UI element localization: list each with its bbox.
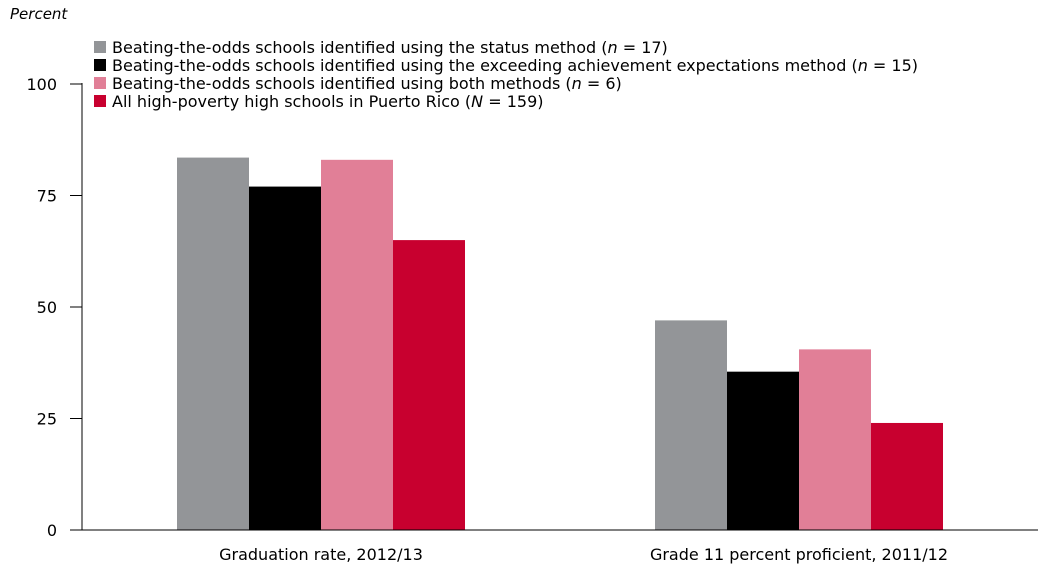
bars	[177, 157, 943, 530]
y-tick-label: 50	[37, 298, 57, 317]
bar	[799, 349, 871, 530]
bar	[727, 371, 799, 530]
x-tick-label: Graduation rate, 2012/13	[219, 545, 423, 564]
x-axis: Graduation rate, 2012/13 Grade 11 percent…	[82, 529, 1038, 564]
legend-label: All high-poverty high schools in Puerto …	[112, 92, 543, 111]
legend-label: Beating-the-odds schools identified usin…	[112, 74, 622, 93]
bar	[321, 159, 393, 530]
legend: Beating-the-odds schools identified usin…	[94, 38, 918, 111]
legend-swatch	[94, 41, 106, 53]
legend-swatch	[94, 95, 106, 107]
legend-swatch	[94, 77, 106, 89]
bar	[655, 320, 727, 530]
legend-item: All high-poverty high schools in Puerto …	[94, 92, 543, 111]
y-tick-label: 100	[26, 75, 57, 94]
y-tick-label: 75	[37, 187, 57, 206]
y-axis-label: Percent	[10, 5, 68, 23]
legend-item: Beating-the-odds schools identified usin…	[94, 38, 668, 57]
legend-label: Beating-the-odds schools identified usin…	[112, 56, 918, 75]
legend-swatch	[94, 59, 106, 71]
bar	[393, 240, 465, 530]
y-tick-label: 0	[47, 521, 57, 540]
legend-item: Beating-the-odds schools identified usin…	[94, 56, 918, 75]
y-tick-label: 25	[37, 410, 57, 429]
legend-item: Beating-the-odds schools identified usin…	[94, 74, 622, 93]
y-axis: 0 25 50 75 100	[26, 75, 83, 540]
bar	[177, 157, 249, 530]
legend-label: Beating-the-odds schools identified usin…	[112, 38, 668, 57]
bar	[871, 422, 943, 530]
x-tick-label: Grade 11 percent proficient, 2011/12	[650, 545, 948, 564]
bar	[249, 186, 321, 530]
